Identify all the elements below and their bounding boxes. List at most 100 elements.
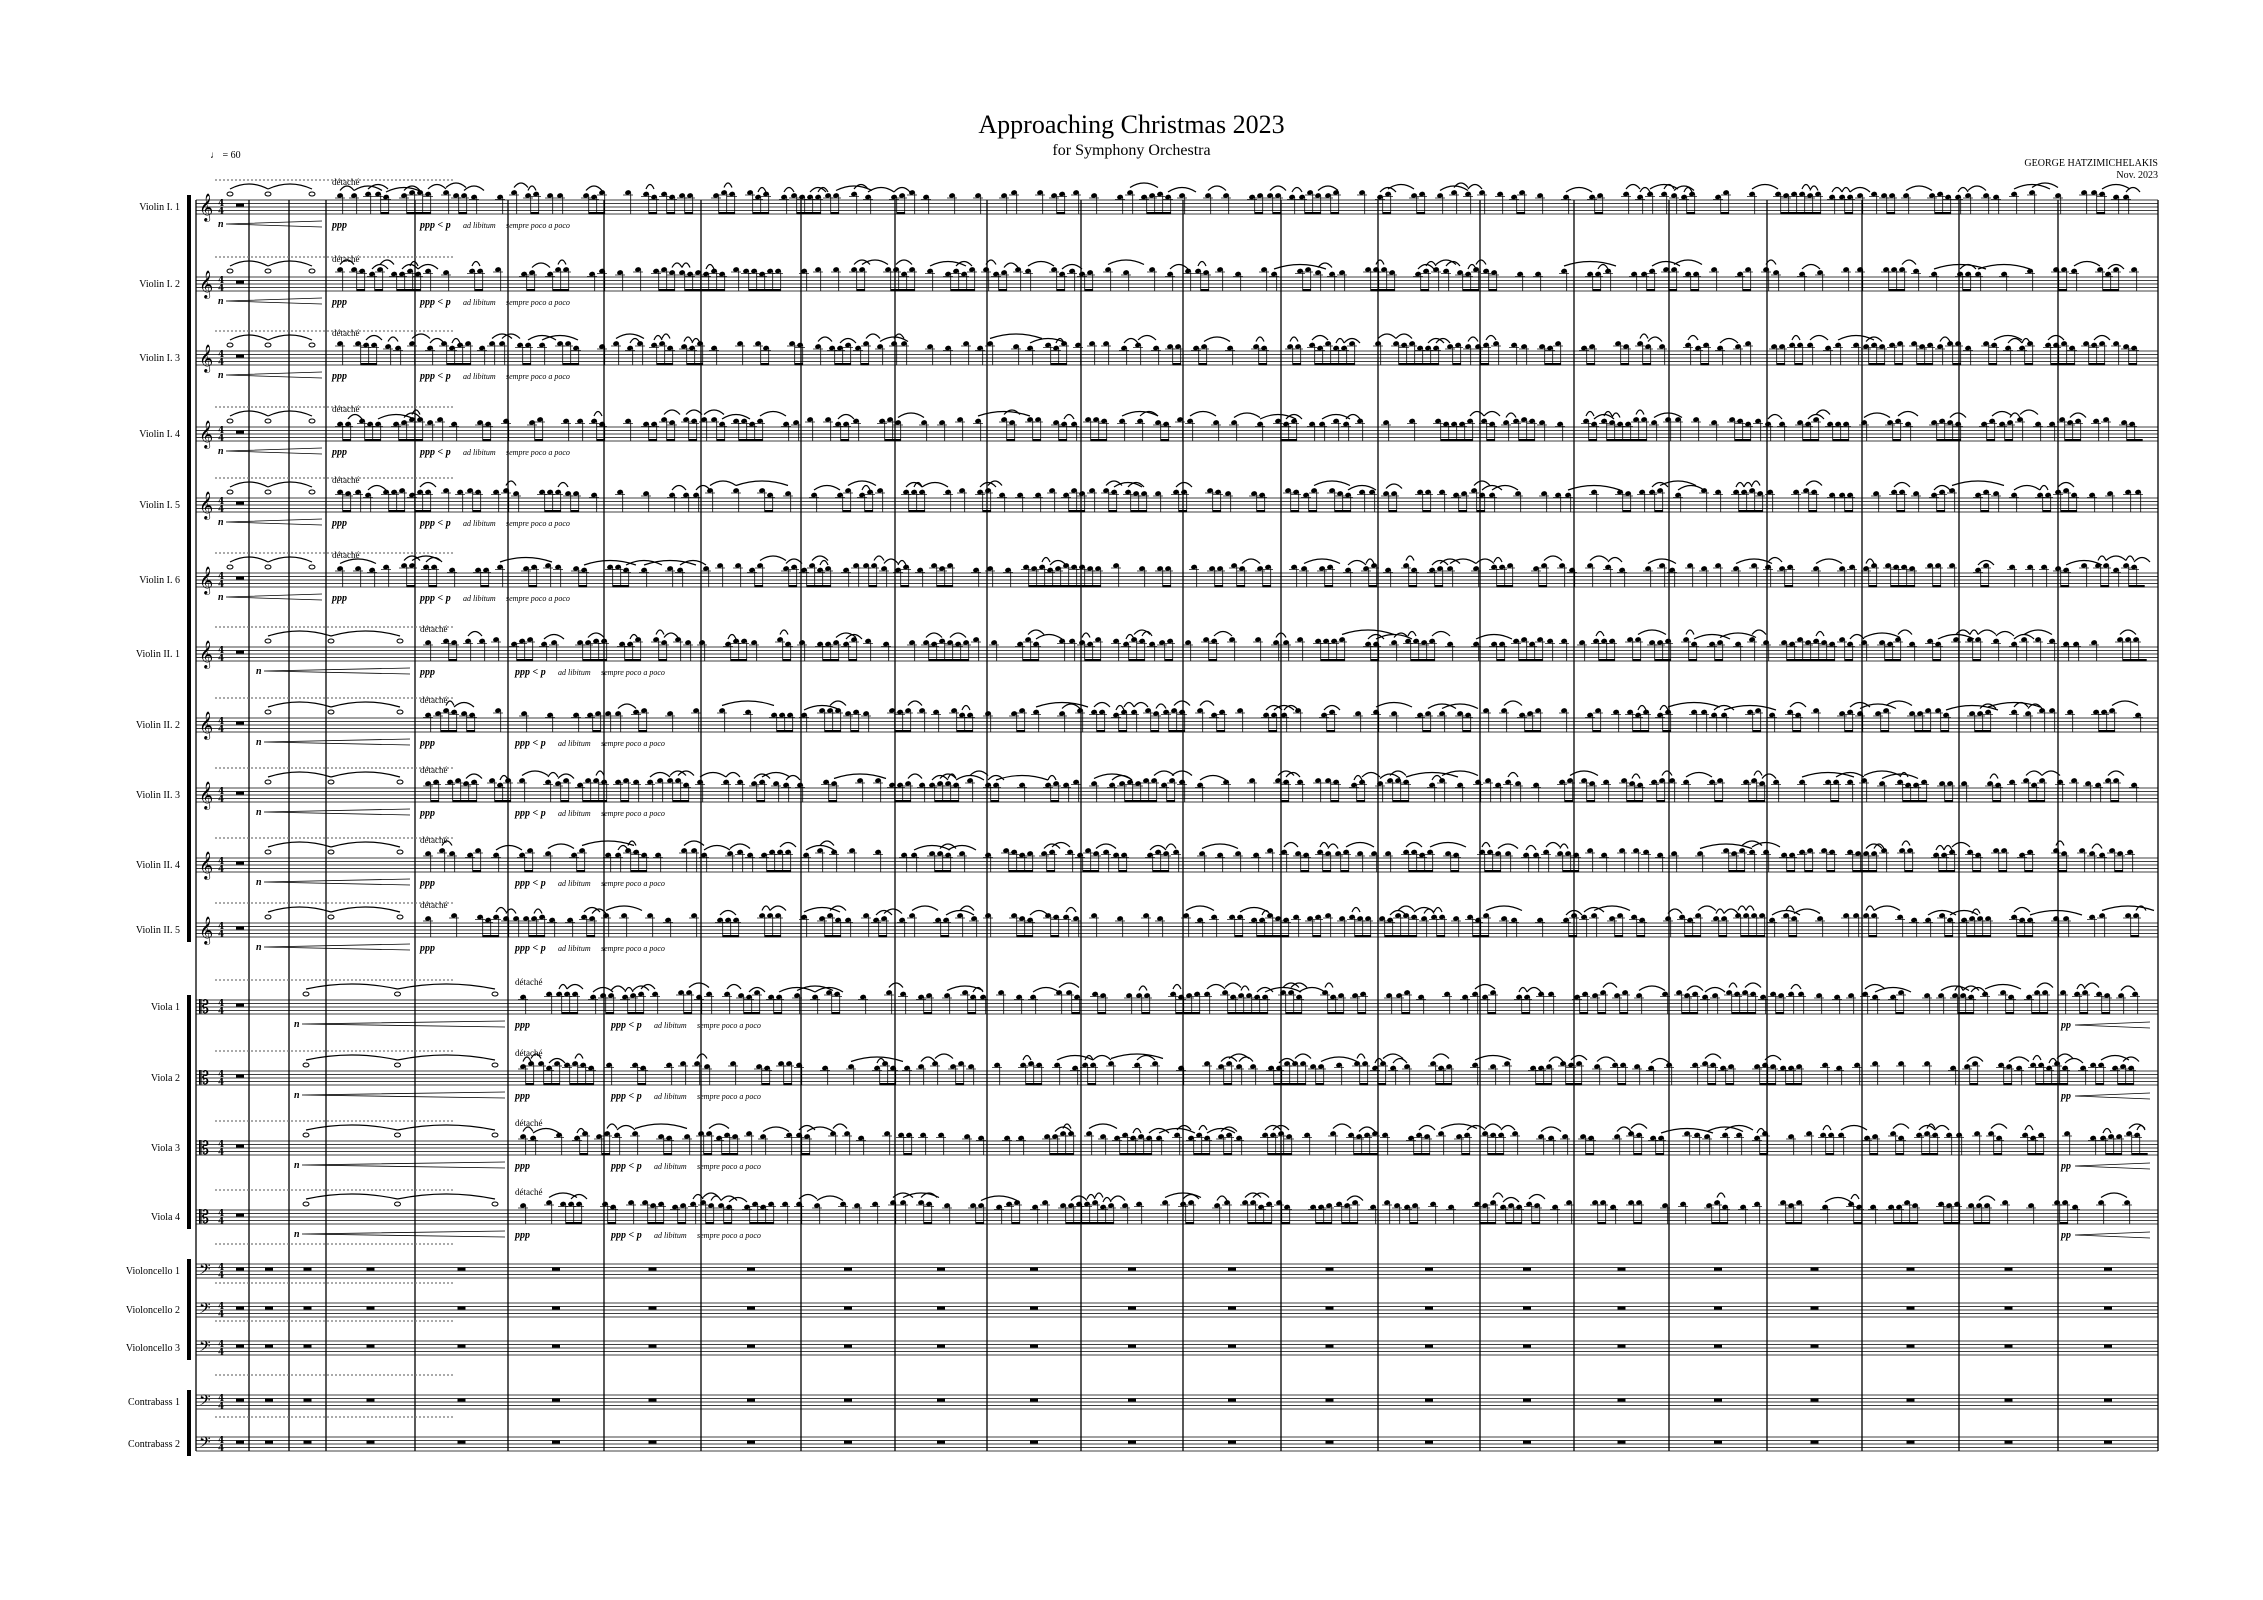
note [1377, 781, 1383, 786]
note [1093, 851, 1099, 856]
note [1803, 488, 1809, 493]
note [1685, 342, 1691, 348]
note [1249, 778, 1255, 783]
beam [1642, 363, 1651, 366]
beam [582, 800, 591, 803]
beam [1032, 439, 1041, 442]
tie [1365, 558, 1375, 564]
note [1657, 712, 1663, 718]
tie [1041, 556, 1051, 563]
note [1879, 640, 1885, 645]
note [1547, 638, 1553, 644]
tie [813, 484, 841, 491]
note [985, 488, 991, 493]
beam [1794, 659, 1803, 662]
tie [671, 262, 683, 268]
note [843, 567, 849, 573]
clef-icon: 𝄞 [199, 781, 213, 810]
note [539, 342, 545, 348]
note [1665, 709, 1671, 715]
note [1325, 341, 1331, 346]
tie [1347, 484, 1377, 491]
tie [643, 559, 697, 566]
note [1053, 345, 1059, 351]
note [1829, 194, 1835, 200]
tie [417, 263, 439, 270]
tie [865, 333, 881, 339]
note [2049, 708, 2055, 713]
note [1101, 418, 1107, 424]
tie [267, 630, 332, 637]
note [825, 193, 831, 198]
beam [590, 800, 599, 803]
note [939, 566, 945, 571]
note [497, 782, 503, 788]
note [1251, 491, 1257, 496]
note [1939, 489, 1945, 495]
beam [716, 439, 725, 442]
note [991, 640, 997, 645]
tie [465, 773, 483, 779]
tie [1673, 185, 1695, 191]
note [1903, 193, 1909, 198]
note [2007, 420, 2013, 425]
note [409, 341, 415, 346]
note [1401, 342, 1407, 348]
note [1587, 271, 1593, 277]
beam [1802, 439, 1811, 442]
tie [1313, 480, 1351, 487]
tie [1481, 484, 1503, 491]
beam [638, 870, 647, 873]
note [1229, 637, 1235, 642]
note [2041, 564, 2047, 570]
tie [451, 337, 461, 344]
tie [1283, 841, 1299, 848]
note [1201, 344, 1207, 349]
note [1359, 489, 1365, 495]
tie [557, 481, 569, 488]
instrument-label: Violin I. 6 [139, 575, 180, 586]
beam [1700, 363, 1709, 366]
note [1261, 267, 1267, 272]
tie [1635, 409, 1645, 415]
note [1011, 711, 1017, 716]
note [1733, 566, 1739, 571]
note [365, 492, 371, 498]
beam [1480, 363, 1489, 366]
tie [367, 183, 389, 190]
note [1089, 488, 1095, 493]
note [897, 782, 903, 788]
beam [1792, 730, 1801, 733]
tie [1865, 558, 1875, 564]
note [1359, 190, 1365, 195]
note [833, 193, 839, 198]
beam [620, 800, 629, 803]
note [1659, 344, 1665, 349]
tie [783, 186, 795, 193]
note [1659, 563, 1665, 568]
whole-rest [236, 203, 244, 207]
note [1355, 711, 1361, 716]
staff-violin-ii-3: Violin II. 3 𝄞 44n ppp ppp < p ad libitum semp… [136, 765, 2158, 819]
beam [1720, 212, 1729, 215]
note [1051, 193, 1057, 198]
note [1027, 345, 1033, 351]
note [355, 489, 361, 495]
note [1147, 852, 1153, 858]
note [1533, 852, 1539, 858]
tie [683, 336, 693, 342]
beam [1982, 730, 1991, 733]
note [1775, 191, 1781, 197]
note [875, 849, 881, 855]
note [1627, 709, 1633, 715]
note [1913, 782, 1919, 788]
tie [527, 334, 557, 341]
tie [867, 186, 895, 193]
beam [1890, 585, 1899, 588]
note [1615, 341, 1621, 346]
tie [1445, 260, 1461, 267]
note [555, 564, 561, 570]
note [939, 638, 945, 644]
tie [761, 771, 791, 778]
note [1181, 489, 1187, 495]
